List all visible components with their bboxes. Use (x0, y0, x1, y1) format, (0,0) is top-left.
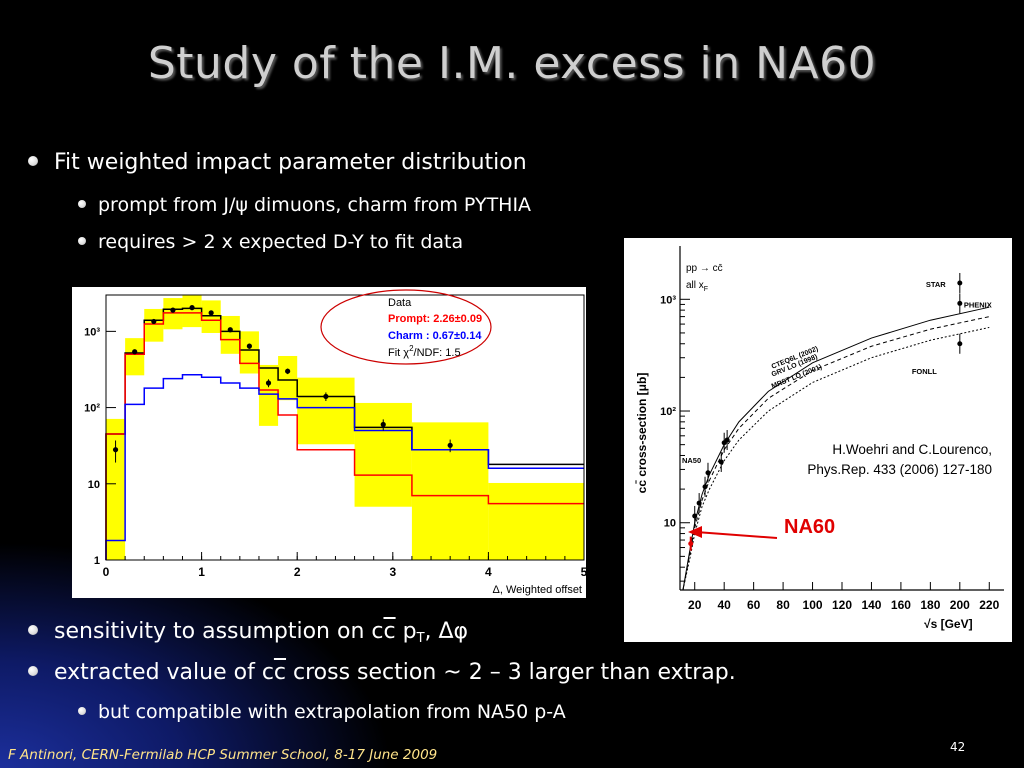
data-point (265, 380, 272, 386)
syst-band (201, 300, 221, 333)
syst-band (182, 295, 202, 328)
y-tick-label: 10³ (84, 326, 100, 338)
bullet-3-1: but compatible with extrapolation from N… (78, 701, 566, 723)
data-point (447, 442, 453, 448)
bullet-3-text: extracted value of cc cross section ~ 2 … (54, 660, 736, 685)
page-number: 42 (950, 740, 966, 754)
syst-band (106, 418, 126, 560)
bullet-1-text: Fit weighted impact parameter distributi… (54, 150, 527, 175)
bullet-dot (78, 237, 86, 245)
y-tick-label: 10 (88, 479, 100, 491)
data-point (380, 421, 386, 428)
hist-charm (105, 373, 584, 560)
na60-label: NA60 (784, 516, 835, 538)
bullet-3-1-text: but compatible with extrapolation from N… (98, 701, 566, 723)
point-label: NA50 (682, 456, 701, 465)
x-tick-label: 20 (688, 598, 702, 612)
point-label: PHENIX (964, 300, 992, 309)
bullet-1-1: prompt from J/ψ dimuons, charm from PYTH… (78, 194, 531, 216)
xf-label: all xF (686, 280, 708, 293)
bullet-dot (78, 707, 86, 715)
model-curve (682, 306, 990, 591)
syst-band (488, 482, 584, 560)
data-point (285, 368, 291, 374)
syst-band (258, 364, 279, 426)
y-tick-label: 10² (84, 403, 100, 415)
data-point (246, 343, 252, 349)
cross-section-svg: CTEQ6L (2002)GRV LO (1998)MRST LO (2001)… (635, 246, 1004, 631)
syst-band (144, 308, 164, 342)
x-tick-label: 0 (103, 565, 110, 579)
bullet-2-text: sensitivity to assumption on cc pT, Δφ (54, 619, 469, 646)
x-tick-label: 160 (891, 598, 911, 612)
reference-line2: Phys.Rep. 433 (2006) 127-180 (807, 462, 992, 477)
legend-prompt: Prompt: 2.26±0.09 (388, 313, 482, 325)
syst-band (278, 356, 298, 401)
bullet-3: extracted value of cc cross section ~ 2 … (28, 660, 736, 685)
x-tick-label: 80 (776, 598, 790, 612)
bullet-dot (28, 666, 38, 676)
syst-band (239, 331, 259, 374)
y-tick-label: 1 (94, 555, 100, 567)
x-axis-label: √s [GeV] (924, 617, 973, 631)
x-tick-label: 40 (718, 598, 732, 612)
na60-arrow-line (695, 531, 778, 539)
data-point (170, 307, 176, 313)
legend-data: Data (388, 297, 412, 309)
point-label: FONLL (912, 367, 937, 376)
x-tick-label: 180 (920, 598, 940, 612)
y-tick-label: 10 (664, 518, 676, 530)
x-tick-label: 100 (803, 598, 823, 612)
syst-band (354, 402, 412, 507)
data-point (227, 327, 233, 333)
x-tick-label: 4 (485, 565, 492, 579)
x-tick-label: 220 (979, 598, 999, 612)
y-axis-label: cc̄ cross-section [μb] (635, 373, 649, 494)
bullet-1-1-text: prompt from J/ψ dimuons, charm from PYTH… (98, 194, 532, 216)
footer-text: F Antinori, CERN-Fermilab HCP Summer Sch… (8, 747, 438, 763)
bullet-1-2-text: requires > 2 x expected D-Y to fit data (98, 231, 464, 253)
syst-band (297, 377, 355, 445)
process-label: pp → cc̄ (686, 263, 723, 274)
x-tick-label: 3 (389, 565, 396, 579)
x-tick-label: 1 (198, 565, 205, 579)
syst-band (163, 298, 183, 330)
data-point (132, 349, 138, 355)
model-curve (682, 326, 990, 591)
hist-prompt (105, 312, 584, 560)
syst-band (220, 315, 240, 354)
y-tick-label: 10³ (660, 294, 676, 306)
x-tick-label: 200 (950, 598, 970, 612)
data-point (208, 310, 214, 316)
legend-ellipse (320, 289, 492, 365)
x-tick-label: 60 (747, 598, 761, 612)
bullet-dot (28, 625, 38, 635)
slide-title: Study of the I.M. excess in NA60 (147, 38, 877, 89)
legend-fit: Fit χ2/NDF: 1.5 (388, 344, 461, 359)
bullet-dot (78, 200, 86, 208)
data-point (112, 447, 119, 453)
y-tick-label: 10² (660, 406, 676, 418)
data-point (151, 318, 157, 325)
x-tick-label: 2 (294, 565, 301, 579)
na60-arrow-head (688, 526, 702, 538)
legend-charm: Charm : 0.67±0.14 (388, 330, 482, 342)
plot-frame (105, 294, 585, 561)
x-tick-label: 140 (861, 598, 881, 612)
reference-line1: H.Woehri and C.Lourenco, (832, 442, 992, 457)
data-point (323, 393, 329, 400)
x-tick-label: 5 (581, 565, 586, 579)
cross-section-plot: CTEQ6L (2002) GRV LO (1998) MRST LO (2001)… (624, 238, 1012, 642)
bullet-1-2: requires > 2 x expected D-Y to fit data (78, 231, 463, 253)
x-axis-label: Δ, Weighted offset (493, 584, 583, 596)
impact-parameter-plot: 0 1 2 3 4 5 1 10 10² 10³ Δ, Weighted offset Data … (72, 287, 588, 598)
syst-band (125, 338, 145, 376)
x-tick-label: 120 (832, 598, 852, 612)
data-point (189, 305, 195, 311)
bullet-dot (28, 156, 38, 166)
bullet-1: Fit weighted impact parameter distributi… (28, 150, 527, 175)
bullet-2: sensitivity to assumption on cc pT, Δφ (28, 619, 468, 646)
point-label: STAR (926, 280, 946, 289)
